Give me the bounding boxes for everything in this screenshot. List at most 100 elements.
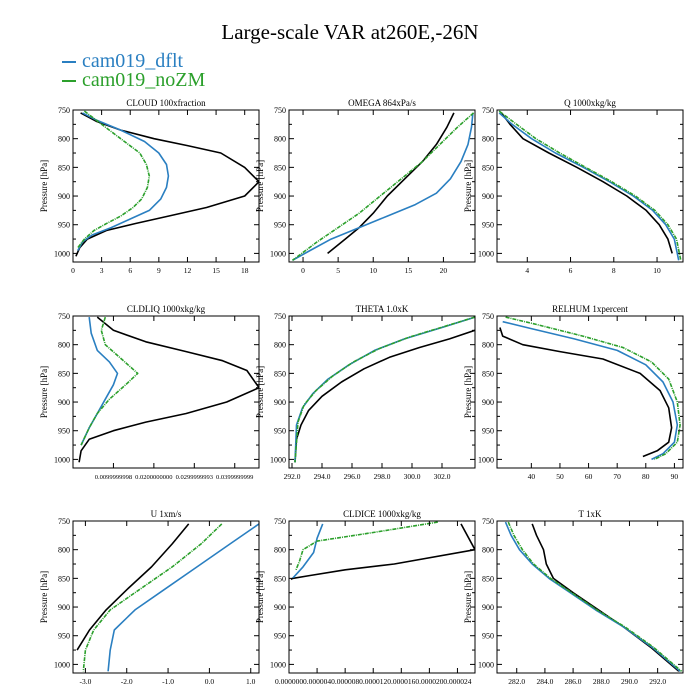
- y-axis-label: Pressure [hPa]: [39, 366, 49, 418]
- x-tick-label: 3: [100, 266, 104, 275]
- panel-3: 750 800 850 900 950 1000 0.0099999998 0.0200000…: [39, 304, 260, 481]
- x-tick-label: 294.0: [314, 472, 331, 481]
- x-tick-label: 0.000000: [275, 677, 303, 686]
- panel-2: 750 800 850 900 950 1000 4 6 8 10 Q 1000xkg/kg Pres…: [463, 98, 684, 275]
- y-axis-label: Pressure [hPa]: [39, 571, 49, 623]
- panel-title: Q 1000xkg/kg: [564, 98, 616, 108]
- series-line-2: [292, 112, 475, 261]
- x-tick-label: 296.0: [344, 472, 361, 481]
- panel-4: 750 800 850 900 950 1000 292.0 294.0 296.0 298.0 3…: [255, 304, 476, 481]
- y-tick-label: 800: [274, 546, 286, 555]
- y-tick-label: 800: [482, 135, 494, 144]
- panel-title: CLDICE 1000xkg/kg: [343, 509, 421, 519]
- panel-title: OMEGA 864xPa/s: [348, 98, 416, 108]
- y-tick-label: 850: [58, 163, 70, 172]
- y-tick-label: 800: [274, 341, 286, 350]
- panel-6: 750 800 850 900 950 1000 -3.0 -2.0 -1.0 0.0 1.0 U 1…: [39, 509, 260, 686]
- legend-swatch-dflt: [62, 61, 76, 64]
- series-line-0: [500, 112, 673, 254]
- y-tick-label: 850: [274, 163, 286, 172]
- y-tick-label: 1000: [54, 455, 70, 464]
- x-tick-label: 282.0: [508, 677, 525, 686]
- series-line-0: [75, 112, 259, 257]
- series-line-2: [80, 316, 139, 446]
- series-line-2: [505, 316, 681, 461]
- x-tick-label: 288.0: [593, 677, 610, 686]
- x-tick-label: 298.0: [374, 472, 391, 481]
- legend-label-nozm: cam019_noZM: [82, 69, 206, 91]
- x-tick-label: 40: [528, 472, 536, 481]
- y-axis-label: Pressure [hPa]: [39, 160, 49, 212]
- x-tick-label: 60: [585, 472, 593, 481]
- y-tick-label: 750: [482, 106, 494, 115]
- x-tick-label: 10: [653, 266, 661, 275]
- x-tick-label: 8: [612, 266, 616, 275]
- y-tick-label: 800: [274, 135, 286, 144]
- y-tick-label: 1000: [270, 249, 286, 258]
- figure-title: Large-scale VAR at260E,-26N: [221, 20, 479, 44]
- x-tick-label: -1.0: [162, 677, 174, 686]
- y-axis-label: Pressure [hPa]: [255, 571, 265, 623]
- y-tick-label: 850: [274, 369, 286, 378]
- y-tick-label: 1000: [54, 660, 70, 669]
- x-tick-label: 0.000004: [303, 677, 331, 686]
- x-tick-label: 292.0: [649, 677, 666, 686]
- y-tick-label: 800: [482, 546, 494, 555]
- y-tick-label: 1000: [270, 660, 286, 669]
- y-tick-label: 800: [58, 341, 70, 350]
- y-tick-label: 750: [58, 106, 70, 115]
- x-tick-label: 6: [569, 266, 573, 275]
- y-tick-label: 900: [58, 603, 70, 612]
- panel-title: CLDLIQ 1000xkg/kg: [127, 304, 206, 314]
- x-tick-label: 6: [128, 266, 132, 275]
- y-tick-label: 900: [274, 398, 286, 407]
- x-tick-label: -2.0: [121, 677, 133, 686]
- x-tick-label: 15: [405, 266, 413, 275]
- x-tick-label: 90: [671, 472, 679, 481]
- series-line-2: [507, 521, 683, 672]
- x-tick-label: 0.000024: [443, 677, 471, 686]
- x-tick-label: -3.0: [79, 677, 91, 686]
- plot-frame: [288, 520, 476, 674]
- series-line-0: [294, 329, 475, 463]
- panel-1: 750 800 850 900 950 1000 0 5 10 15 20 OMEGA 864xPa/…: [255, 98, 476, 275]
- series-line-0: [78, 316, 259, 463]
- y-tick-label: 800: [58, 135, 70, 144]
- panel-title: T 1xK: [578, 509, 602, 519]
- x-tick-label: 292.0: [284, 472, 301, 481]
- y-tick-label: 900: [274, 192, 286, 201]
- y-tick-label: 900: [58, 398, 70, 407]
- y-tick-label: 750: [482, 517, 494, 526]
- plot-frame: [496, 315, 684, 469]
- y-tick-label: 1000: [478, 249, 494, 258]
- series-line-1: [502, 320, 679, 461]
- y-tick-label: 900: [482, 603, 494, 612]
- y-tick-label: 750: [58, 517, 70, 526]
- x-tick-label: 0.0099999998: [95, 474, 132, 481]
- plot-frame: [72, 315, 260, 469]
- x-tick-label: 50: [556, 472, 564, 481]
- series-line-0: [499, 327, 673, 458]
- x-tick-label: 70: [613, 472, 621, 481]
- x-tick-label: 0.0299999993: [176, 474, 213, 481]
- y-tick-label: 850: [482, 574, 494, 583]
- panel-title: THETA 1.0xK: [356, 304, 409, 314]
- x-tick-label: 286.0: [565, 677, 582, 686]
- plot-frame: [72, 109, 260, 263]
- y-tick-label: 850: [58, 574, 70, 583]
- legend-swatch-nozm: [62, 80, 76, 83]
- y-tick-label: 950: [482, 632, 494, 641]
- legend-item-nozm: cam019_noZM: [62, 69, 206, 91]
- y-tick-label: 750: [58, 312, 70, 321]
- x-tick-label: 15: [212, 266, 220, 275]
- y-tick-label: 900: [482, 398, 494, 407]
- y-tick-label: 750: [482, 312, 494, 321]
- x-tick-label: 0: [71, 266, 75, 275]
- x-tick-label: 290.0: [621, 677, 638, 686]
- series-line-1: [498, 112, 680, 261]
- x-tick-label: 300.0: [404, 472, 421, 481]
- y-tick-label: 950: [482, 427, 494, 436]
- y-tick-label: 950: [274, 632, 286, 641]
- x-tick-label: 10: [369, 266, 377, 275]
